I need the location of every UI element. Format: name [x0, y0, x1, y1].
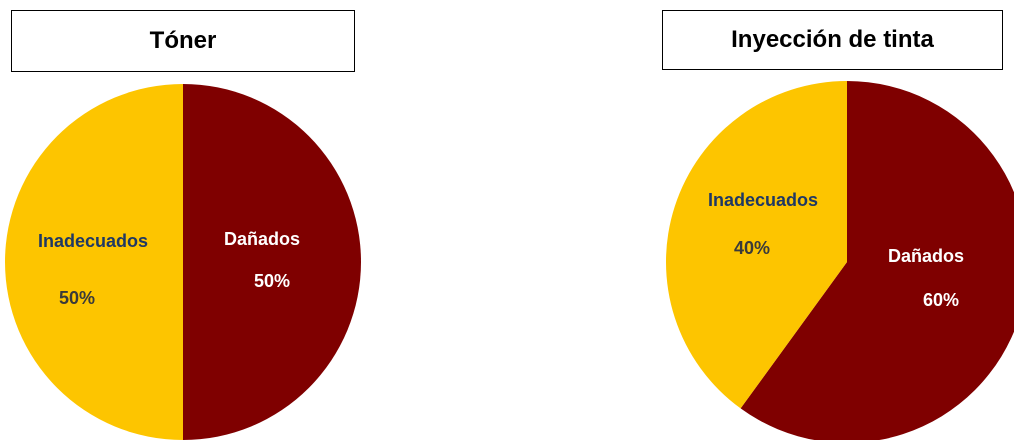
- pie-slice-inadecuados: [5, 84, 183, 440]
- chart-title-inyeccion: Inyección de tinta: [662, 10, 1003, 70]
- pie-slice-da-ados: [740, 81, 1014, 440]
- slice-label: Inadecuados: [708, 190, 818, 210]
- slice-label: Dañados: [224, 229, 300, 249]
- slice-percentage: 50%: [254, 271, 290, 291]
- slice-percentage: 50%: [59, 288, 95, 308]
- slice-label: Dañados: [888, 246, 964, 266]
- slice-label: Inadecuados: [38, 231, 148, 251]
- pie-slice-da-ados: [183, 84, 361, 440]
- pie-slice-inadecuados: [665, 81, 847, 409]
- slice-percentage: 60%: [923, 290, 959, 310]
- slice-percentage: 40%: [734, 238, 770, 258]
- chart-title-toner: Tóner: [11, 10, 355, 72]
